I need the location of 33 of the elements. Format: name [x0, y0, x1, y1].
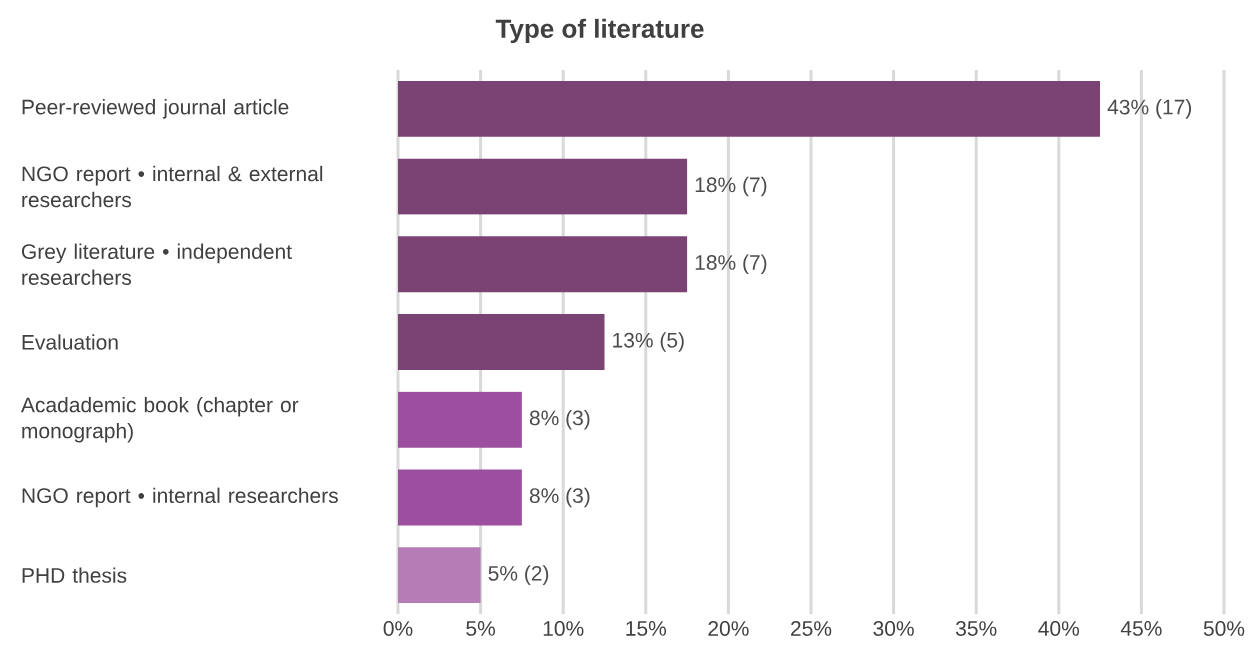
data-label: 8% (3): [529, 487, 590, 508]
data-label: 8% (3): [529, 409, 590, 430]
bar: [398, 469, 522, 526]
x-tick-label: 45%: [1120, 621, 1162, 636]
y-tick-label: Acadademic book (chapter or monograph): [20, 396, 299, 443]
bar: [398, 158, 688, 215]
y-tick-label: Grey literature • independent researchers: [22, 243, 292, 286]
x-tick-label: 25%: [791, 621, 832, 636]
bar: [398, 391, 522, 448]
bar: [398, 547, 481, 604]
x-tick-label: 0%: [383, 621, 413, 636]
y-tick-label: Evaluation: [22, 334, 118, 350]
x-tick-label: 35%: [955, 621, 997, 636]
y-tick-label: NGO report • internal & external researchers: [22, 165, 323, 208]
x-tick-label: 15%: [626, 621, 667, 636]
chart-title: Type of literature: [495, 18, 704, 44]
x-tick-label: 30%: [873, 621, 914, 636]
data-label: 43% (17): [1107, 99, 1192, 119]
x-tick-label: 5%: [466, 621, 496, 636]
data-label: 18% (7): [695, 254, 767, 275]
data-label: 5% (2): [488, 565, 549, 585]
data-label: 13% (5): [613, 332, 684, 352]
bar: [398, 236, 688, 293]
x-tick-label: 40%: [1038, 621, 1080, 636]
y-tick-label: NGO report • internal researchers: [22, 487, 338, 508]
x-tick-label: 10%: [543, 621, 584, 636]
y-tick-label: Peer-reviewed journal article: [22, 99, 289, 119]
bar: [398, 80, 1101, 137]
x-tick-label: 50%: [1203, 621, 1245, 636]
y-tick-label: PHD thesis: [22, 567, 127, 583]
data-label: 18% (7): [695, 176, 767, 197]
bar: [398, 314, 605, 370]
x-tick-label: 20%: [708, 621, 749, 636]
